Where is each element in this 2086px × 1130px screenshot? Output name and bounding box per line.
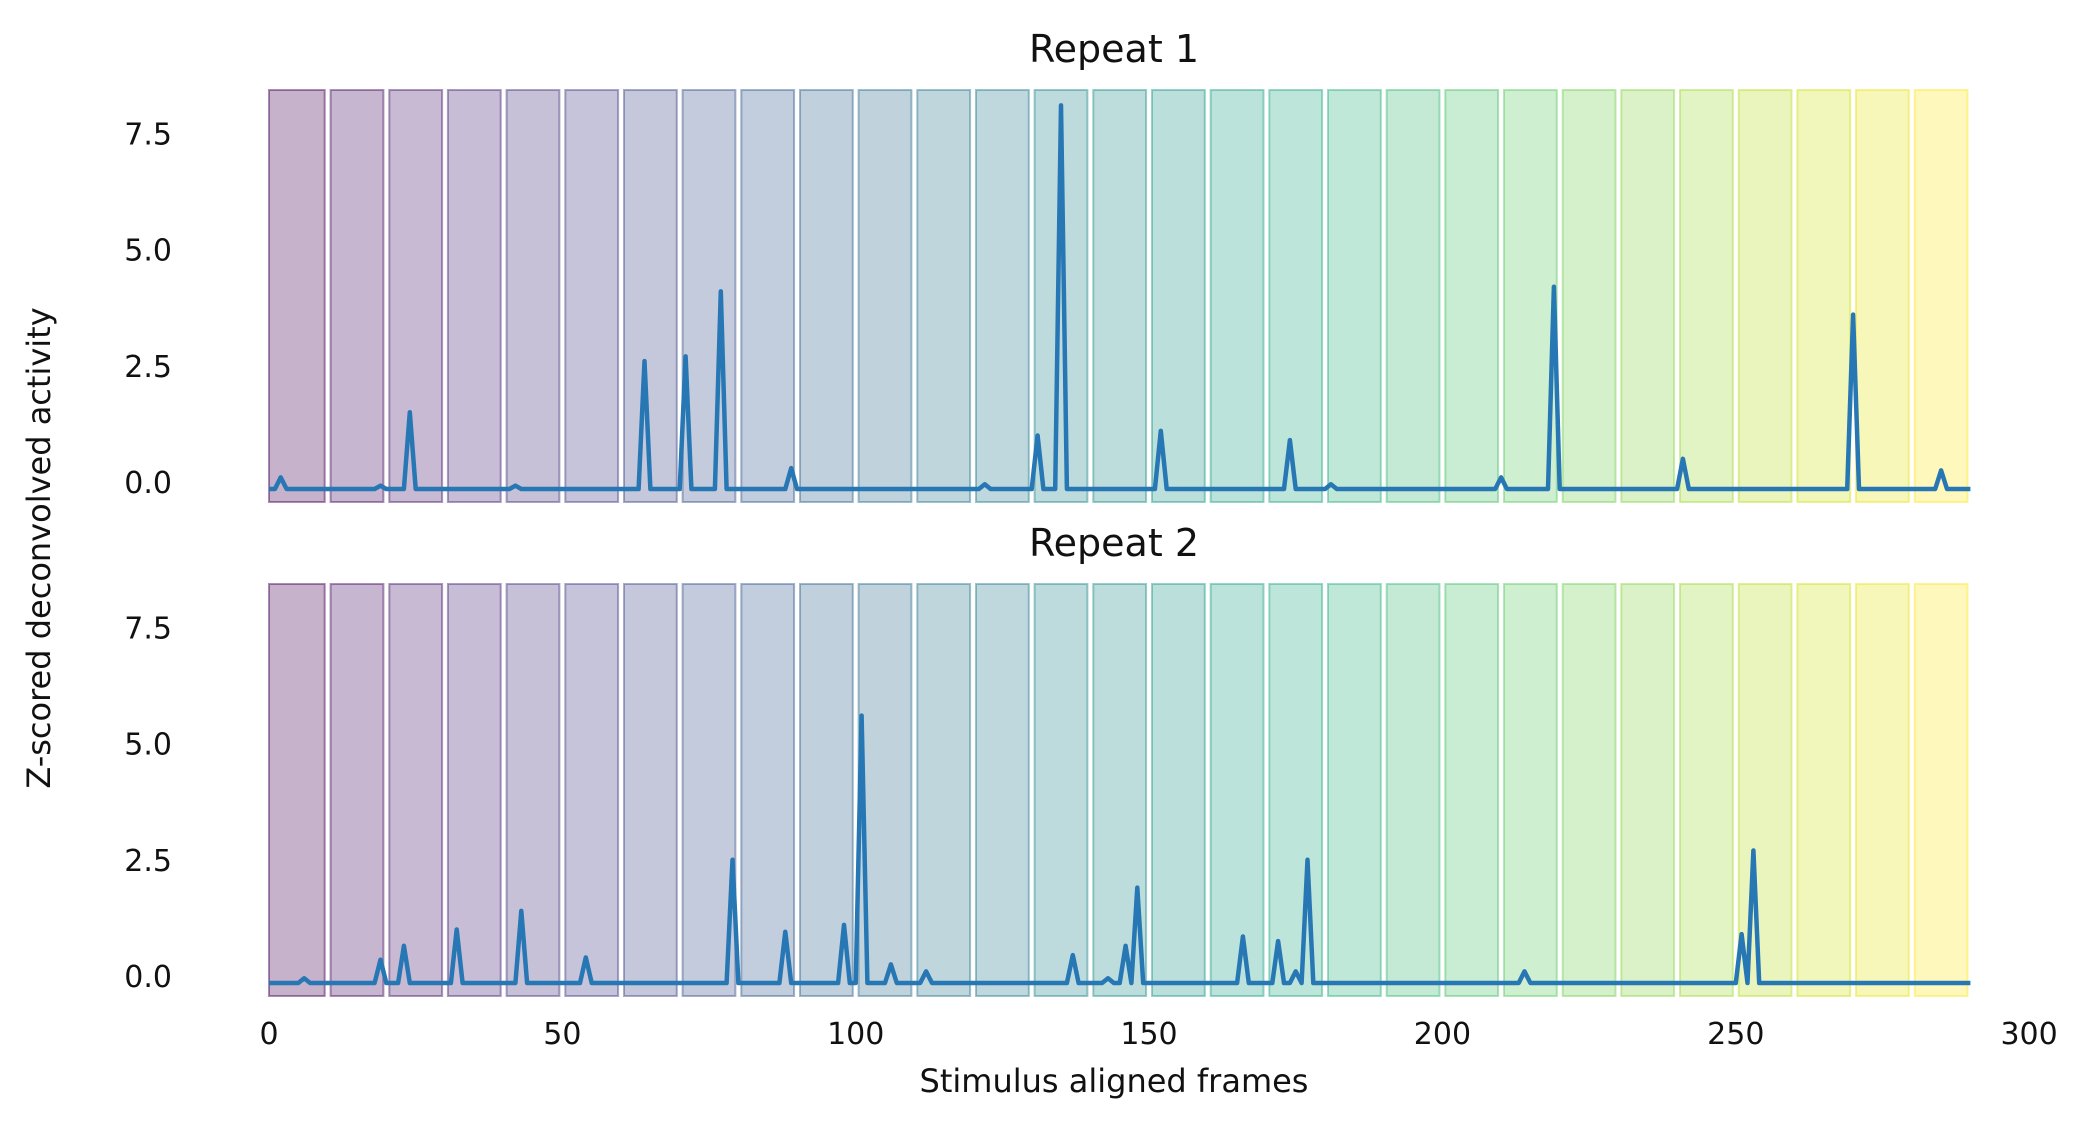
stimulus-band — [1737, 89, 1793, 503]
stimulus-band — [329, 583, 385, 997]
panel-repeat-2: Repeat 2 0.0 2.5 5.0 7.5 — [124, 521, 1971, 997]
stimulus-band — [1209, 583, 1265, 997]
y-tick-label: 5.0 — [124, 728, 172, 763]
x-tick-label: 200 — [1414, 1017, 1471, 1052]
y-tick-label: 0.0 — [124, 466, 172, 501]
stimulus-band — [268, 583, 326, 997]
x-tick-label: 0 — [259, 1017, 278, 1052]
stimulus-band — [916, 89, 972, 503]
y-axis-label: Z-scored deconvolved activity — [20, 307, 58, 788]
stimulus-band — [740, 89, 796, 503]
stimulus-band — [505, 89, 561, 503]
stimulus-band — [1913, 583, 1969, 997]
stimulus-band — [623, 583, 678, 997]
stimulus-band — [1092, 89, 1148, 503]
stimulus-band — [268, 89, 326, 503]
stimulus-band — [1444, 89, 1500, 503]
activity-trace — [269, 713, 1971, 986]
x-axis-label: Stimulus aligned frames — [920, 1062, 1309, 1100]
stimulus-band — [1620, 89, 1676, 503]
y-tick-label: 7.5 — [124, 611, 172, 646]
stimulus-band — [1737, 583, 1793, 997]
stimulus-band — [1209, 89, 1265, 503]
stimulus-band — [1503, 583, 1558, 997]
stimulus-band — [1268, 583, 1324, 997]
stimulus-band — [740, 583, 796, 997]
stimulus-band — [916, 583, 972, 997]
stimulus-band — [1151, 583, 1206, 997]
stimulus-band — [1385, 583, 1441, 997]
y-tick-label: 0.0 — [124, 960, 172, 995]
stimulus-band — [564, 89, 620, 503]
stimulus-band — [446, 89, 502, 503]
y-tick-label: 5.0 — [124, 234, 172, 269]
x-tick-label: 50 — [543, 1017, 581, 1052]
stimulus-band — [1679, 89, 1734, 503]
stimulus-band — [564, 583, 620, 997]
x-tick-label: 150 — [1120, 1017, 1177, 1052]
stimulus-band — [799, 89, 854, 503]
y-tick-label: 2.5 — [124, 844, 172, 879]
stimulus-band — [1385, 89, 1441, 503]
stimulus-band — [1913, 89, 1969, 503]
x-tick-label: 300 — [2000, 1017, 2057, 1052]
stimulus-band — [1796, 583, 1852, 997]
stimulus-band — [623, 89, 678, 503]
x-tick-label: 100 — [827, 1017, 884, 1052]
stimulus-band — [975, 583, 1030, 997]
stimulus-band — [329, 89, 385, 503]
stimulus-band — [505, 583, 561, 997]
stimulus-band — [1855, 89, 1910, 503]
stimulus-band — [1855, 583, 1910, 997]
stimulus-band — [1561, 89, 1617, 503]
panel-title: Repeat 1 — [1029, 27, 1199, 71]
stimulus-band — [1327, 89, 1382, 503]
stimulus-band — [388, 89, 444, 503]
stimulus-band — [975, 89, 1030, 503]
y-tick-label: 7.5 — [124, 117, 172, 152]
stimulus-band — [1561, 583, 1617, 997]
x-tick-label: 250 — [1707, 1017, 1764, 1052]
activity-trace — [269, 103, 1971, 492]
stimulus-band — [1033, 583, 1089, 997]
x-axis: 0 50 100 150 200 250 300 — [259, 1017, 2057, 1052]
stimulus-band — [857, 89, 913, 503]
stimulus-band — [1092, 583, 1148, 997]
stimulus-band — [388, 583, 444, 997]
stimulus-band — [1679, 583, 1734, 997]
stimulus-band — [1268, 89, 1324, 503]
stimulus-band — [1620, 583, 1676, 997]
panel-repeat-1: Repeat 1 0.0 2.5 5.0 7.5 — [124, 27, 1971, 503]
y-tick-label: 2.5 — [124, 350, 172, 385]
panel-title: Repeat 2 — [1029, 521, 1199, 565]
stimulus-band — [681, 583, 737, 997]
stimulus-band — [1327, 583, 1382, 997]
stimulus-band — [1796, 89, 1852, 503]
stimulus-band — [1444, 583, 1500, 997]
